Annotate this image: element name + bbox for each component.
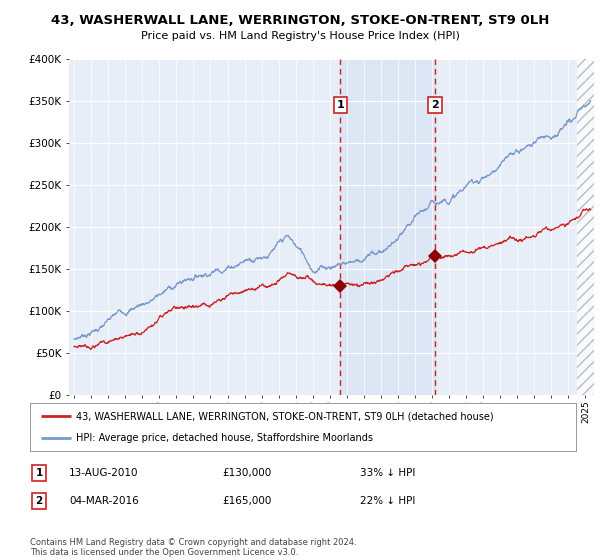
Bar — [577, 59, 594, 395]
Text: 1: 1 — [337, 100, 344, 110]
Text: 2: 2 — [431, 100, 439, 110]
Text: 22% ↓ HPI: 22% ↓ HPI — [360, 496, 415, 506]
Text: 43, WASHERWALL LANE, WERRINGTON, STOKE-ON-TRENT, ST9 0LH: 43, WASHERWALL LANE, WERRINGTON, STOKE-O… — [51, 14, 549, 27]
Text: 04-MAR-2016: 04-MAR-2016 — [69, 496, 139, 506]
Text: £130,000: £130,000 — [222, 468, 271, 478]
Text: 33% ↓ HPI: 33% ↓ HPI — [360, 468, 415, 478]
Text: £165,000: £165,000 — [222, 496, 271, 506]
Text: 43, WASHERWALL LANE, WERRINGTON, STOKE-ON-TRENT, ST9 0LH (detached house): 43, WASHERWALL LANE, WERRINGTON, STOKE-O… — [76, 411, 494, 421]
Text: Price paid vs. HM Land Registry's House Price Index (HPI): Price paid vs. HM Land Registry's House … — [140, 31, 460, 41]
Text: HPI: Average price, detached house, Staffordshire Moorlands: HPI: Average price, detached house, Staf… — [76, 433, 373, 443]
Text: Contains HM Land Registry data © Crown copyright and database right 2024.
This d: Contains HM Land Registry data © Crown c… — [30, 538, 356, 557]
Text: 1: 1 — [35, 468, 43, 478]
Text: 2: 2 — [35, 496, 43, 506]
Text: 13-AUG-2010: 13-AUG-2010 — [69, 468, 139, 478]
Bar — [577, 59, 594, 395]
Bar — [340, 59, 435, 395]
